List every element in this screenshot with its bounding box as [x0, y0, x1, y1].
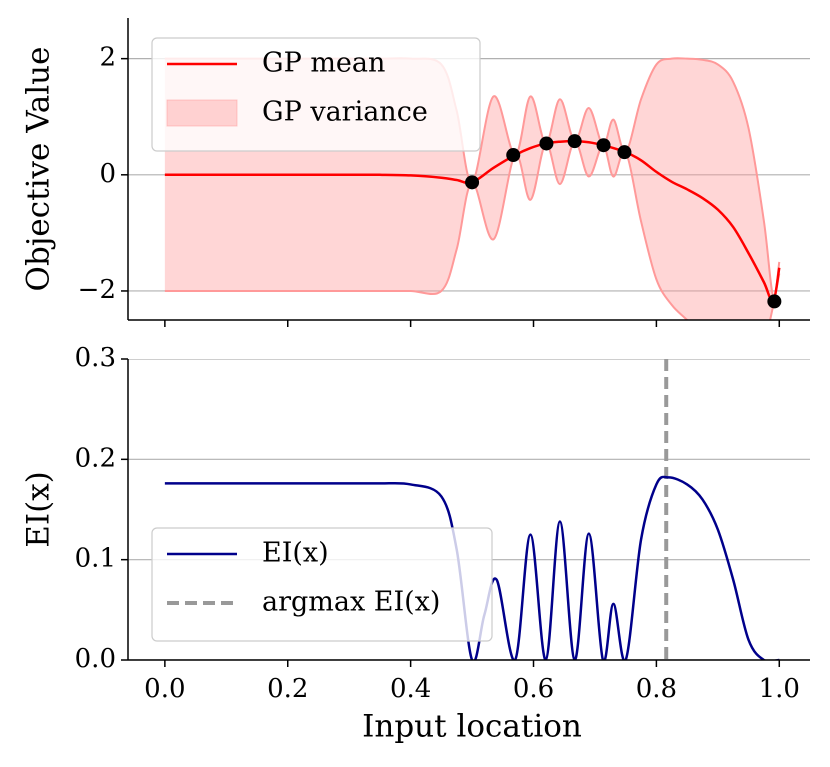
legend-box — [151, 527, 493, 642]
observation — [596, 138, 611, 153]
y-tick-label: 2 — [99, 43, 116, 73]
y-tick-label: 0.3 — [75, 343, 116, 373]
observation — [506, 148, 521, 163]
legend-label: EI(x) — [262, 538, 329, 569]
observation — [617, 145, 632, 160]
series-line — [164, 139, 781, 303]
observation — [767, 294, 782, 309]
x-tick-label: 0.4 — [390, 674, 431, 704]
y-tick-label: 0.0 — [75, 644, 116, 674]
legend-label: GP variance — [262, 97, 428, 128]
x-tick-label: 0.8 — [636, 674, 677, 704]
y-axis-label: Objective Value — [21, 47, 57, 292]
legend-box — [151, 37, 481, 152]
observation — [539, 136, 554, 151]
observation — [567, 134, 582, 149]
y-tick-label: 0.2 — [75, 443, 116, 473]
observation — [465, 175, 480, 190]
x-tick-label: 0.6 — [513, 674, 554, 704]
y-tick-label: 0 — [99, 159, 116, 189]
legend-swatch — [166, 99, 238, 127]
x-tick-label: 0.2 — [267, 674, 308, 704]
x-axis-label: Input location — [362, 709, 582, 745]
y-axis-label: EI(x) — [21, 471, 57, 548]
series-line — [164, 475, 780, 660]
band-lower-edge — [164, 140, 781, 320]
y-tick-label: 0.1 — [75, 544, 116, 574]
y-tick-label: −2 — [78, 275, 116, 305]
x-tick-label: 1.0 — [759, 674, 800, 704]
legend-label: argmax EI(x) — [262, 587, 440, 618]
x-tick-label: 0.0 — [144, 674, 185, 704]
legend-label: GP mean — [262, 48, 385, 79]
